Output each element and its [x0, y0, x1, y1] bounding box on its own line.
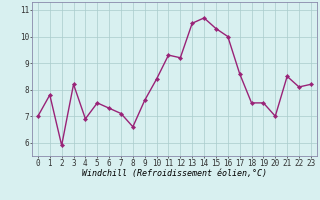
X-axis label: Windchill (Refroidissement éolien,°C): Windchill (Refroidissement éolien,°C) — [82, 169, 267, 178]
